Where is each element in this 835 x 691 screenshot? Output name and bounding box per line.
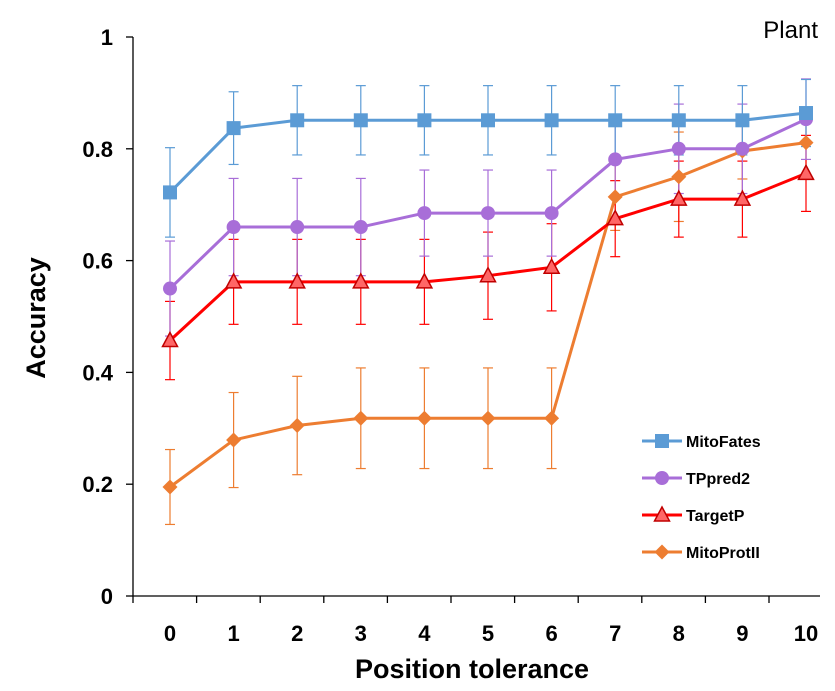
series-markers (161, 106, 815, 495)
x-tick-label: 1 (227, 621, 239, 646)
tppred2-point (544, 206, 559, 221)
mitofates-point (353, 113, 368, 128)
x-tick-label: 5 (482, 621, 494, 646)
legend-label-tppred2: TPpred2 (686, 471, 750, 488)
legend-marker-targetp (653, 505, 671, 522)
mitofates-point (290, 113, 305, 128)
mitoprotii-point (544, 410, 560, 426)
x-axis-title: Position tolerance (355, 654, 589, 684)
mitofates-point (417, 113, 432, 128)
x-tick-label: 4 (418, 621, 431, 646)
mitoprotii-point (607, 189, 623, 205)
mitofates-point (544, 113, 559, 128)
targetp-point (606, 209, 624, 226)
legend-label-targetp: TargetP (686, 508, 745, 525)
legend: MitoFates TPpred2 TargetP MitoProtII (642, 434, 761, 562)
mitofates-point (671, 113, 686, 128)
targetp-point (415, 272, 434, 289)
targetp-point (161, 330, 179, 348)
targetp-point (288, 272, 306, 289)
mitofates-point (481, 113, 495, 128)
x-tick-label: 9 (736, 621, 748, 646)
y-axis-ticks: 0 0.2 0.4 0.6 0.8 1 (82, 25, 133, 609)
mitofates-point (226, 121, 241, 136)
x-axis-ticks: 0 1 2 3 4 5 6 7 8 9 10 (132, 596, 818, 646)
tppred2-point (226, 220, 241, 235)
y-tick-label: 1 (101, 25, 113, 50)
mitofates-point (163, 185, 177, 200)
tppred2-point (671, 141, 686, 156)
legend-marker-tppred2 (655, 471, 669, 485)
x-tick-label: 2 (291, 621, 303, 646)
legend-marker-mitofates (655, 434, 669, 448)
tppred2-point (353, 220, 368, 235)
targetp-point (224, 272, 243, 289)
targetp-point (352, 272, 370, 289)
mitoprotii-point (353, 410, 369, 426)
tppred2-point (481, 206, 495, 221)
tppred2-point (163, 281, 177, 296)
mitoprotii-point (798, 135, 814, 151)
y-tick-label: 0.8 (82, 137, 113, 162)
legend-label-mitoprotii: MitoProtII (686, 545, 760, 562)
mitoprotii-point (162, 479, 178, 495)
mitofates-point (799, 106, 813, 121)
x-tick-label: 8 (673, 621, 685, 646)
targetp-point (797, 163, 815, 181)
mitoprotii-point (671, 169, 687, 185)
legend-label-mitofates: MitoFates (686, 434, 761, 451)
x-tick-label: 7 (609, 621, 621, 646)
x-tick-label: 0 (164, 621, 176, 646)
legend-marker-mitoprotii (654, 544, 670, 560)
mitoprotii-point (416, 410, 432, 426)
targetp-point (733, 189, 752, 206)
tppred2-point (608, 152, 623, 167)
targetp-point (479, 266, 497, 283)
mitofates-point (608, 113, 623, 128)
tppred2-point (417, 206, 432, 221)
targetp-point (542, 257, 561, 275)
mitoprotii-point (289, 418, 305, 434)
targetp-point (670, 189, 688, 206)
y-axis-title: Accuracy (21, 257, 51, 379)
x-tick-label: 6 (545, 621, 557, 646)
mitoprotii-point (226, 432, 242, 448)
axes: 0 0.2 0.4 0.6 0.8 1 0 1 2 3 4 5 6 7 8 9 10 (82, 25, 820, 646)
tppred2-point (290, 220, 305, 235)
x-tick-label: 3 (355, 621, 367, 646)
y-tick-label: 0.6 (82, 249, 113, 274)
chart-title: Plant (763, 17, 818, 44)
y-tick-label: 0 (101, 584, 113, 609)
y-tick-label: 0.4 (82, 360, 113, 385)
x-tick-label: 10 (794, 621, 818, 646)
y-tick-label: 0.2 (82, 472, 113, 497)
mitofates-point (735, 113, 750, 128)
tppred2-point (735, 141, 750, 156)
error-bars (165, 78, 811, 526)
mitoprotii-point (480, 410, 496, 426)
